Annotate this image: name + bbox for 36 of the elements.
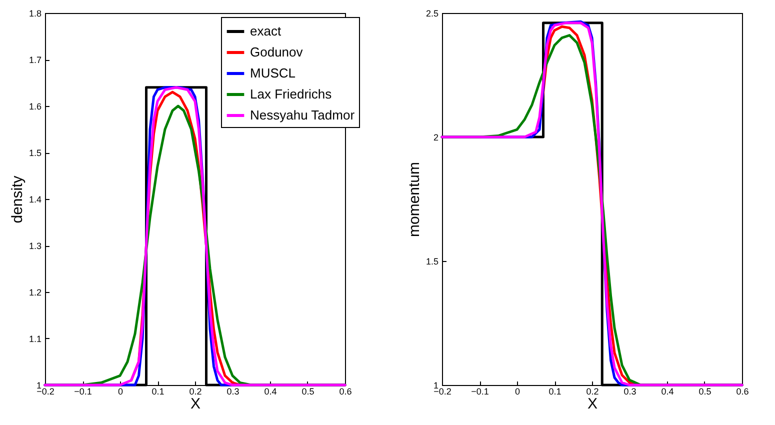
x-tick-label: 0.1 [548, 386, 562, 396]
y-tick-label: 1.6 [28, 102, 42, 112]
x-tick-label: 0 [514, 386, 520, 396]
legend-label: exact [250, 24, 282, 38]
x-tick-label: −0.1 [74, 386, 92, 396]
x-tick-label: 0.5 [302, 386, 314, 396]
x-tick-label: 0.3 [226, 386, 240, 396]
x-tick-label: 0.4 [264, 386, 277, 396]
x-tick-label: 0.4 [661, 386, 674, 396]
x-tick-label: 0.6 [339, 386, 352, 396]
x-tick-label: 0.2 [189, 386, 202, 396]
x-tick-label: 0.5 [698, 386, 712, 396]
y-tick-label: 1.3 [28, 241, 42, 251]
x-tick-label: 0.6 [736, 386, 749, 396]
x-tick-label: 0.3 [624, 386, 636, 396]
y-tick-label: 1.2 [28, 288, 42, 298]
x-axis-title: X [587, 396, 598, 412]
legend-label: Nessyahu Tadmor [250, 108, 356, 122]
legend-label: MUSCL [250, 66, 296, 80]
y-tick-label: 1.5 [28, 148, 42, 158]
legend-label: Lax Friedrichs [250, 86, 332, 102]
y-tick-label: 1.1 [28, 334, 42, 344]
legend-label: Godunov [250, 44, 304, 60]
y-tick-label: 1.7 [28, 55, 42, 65]
y-tick-label: 1.5 [426, 256, 438, 266]
y-tick-label: 1.4 [28, 194, 42, 204]
x-tick-label: −0.1 [471, 386, 489, 396]
x-axis-title: X [190, 396, 201, 412]
x-tick-label: 0.2 [586, 386, 599, 396]
y-axis-title: momentum [406, 162, 423, 238]
y-axis-title: density [8, 175, 26, 224]
x-tick-label: 0.1 [152, 386, 164, 396]
y-tick-label: 2 [433, 132, 438, 142]
x-tick-label: 0 [118, 386, 124, 396]
y-tick-label: 2.5 [426, 8, 438, 18]
y-tick-label: 1.8 [28, 8, 42, 18]
